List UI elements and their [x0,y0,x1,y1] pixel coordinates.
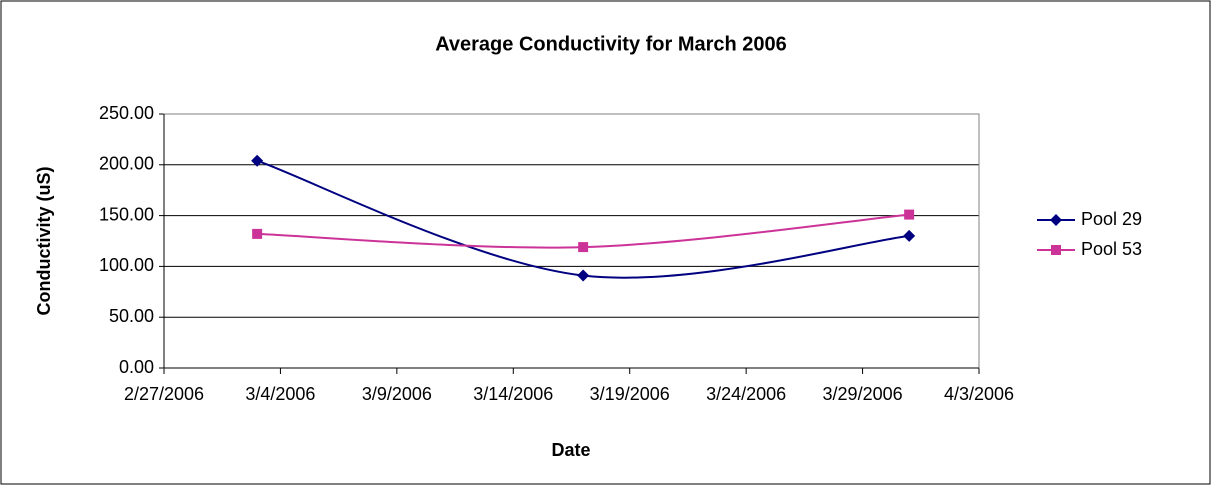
x-tick-label: 3/24/2006 [706,384,786,404]
x-tick-label: 2/27/2006 [124,384,204,404]
chart-title: Average Conductivity for March 2006 [435,33,787,55]
y-tick-label: 150.00 [99,204,154,224]
x-tick-label: 3/19/2006 [590,384,670,404]
y-tick-label: 250.00 [99,103,154,123]
marker [903,229,916,242]
legend-marker [1050,214,1062,226]
y-tick-label: 100.00 [99,255,154,275]
marker [252,228,263,239]
legend-label: Pool 53 [1081,239,1142,259]
x-tick-label: 3/4/2006 [245,384,315,404]
x-tick-label: 3/14/2006 [473,384,553,404]
marker [577,269,590,282]
marker [578,242,589,253]
x-tick-label: 4/3/2006 [944,384,1014,404]
legend-label: Pool 29 [1081,209,1142,229]
y-tick-label: 0.00 [119,357,154,377]
marker [251,154,264,167]
x-tick-label: 3/29/2006 [823,384,903,404]
x-axis-title: Date [551,440,590,460]
legend-marker [1051,245,1061,255]
y-tick-label: 200.00 [99,154,154,174]
marker [904,209,915,220]
y-tick-label: 50.00 [109,306,154,326]
x-tick-label: 3/9/2006 [362,384,432,404]
y-axis-title: Conductivity (uS) [34,167,54,316]
